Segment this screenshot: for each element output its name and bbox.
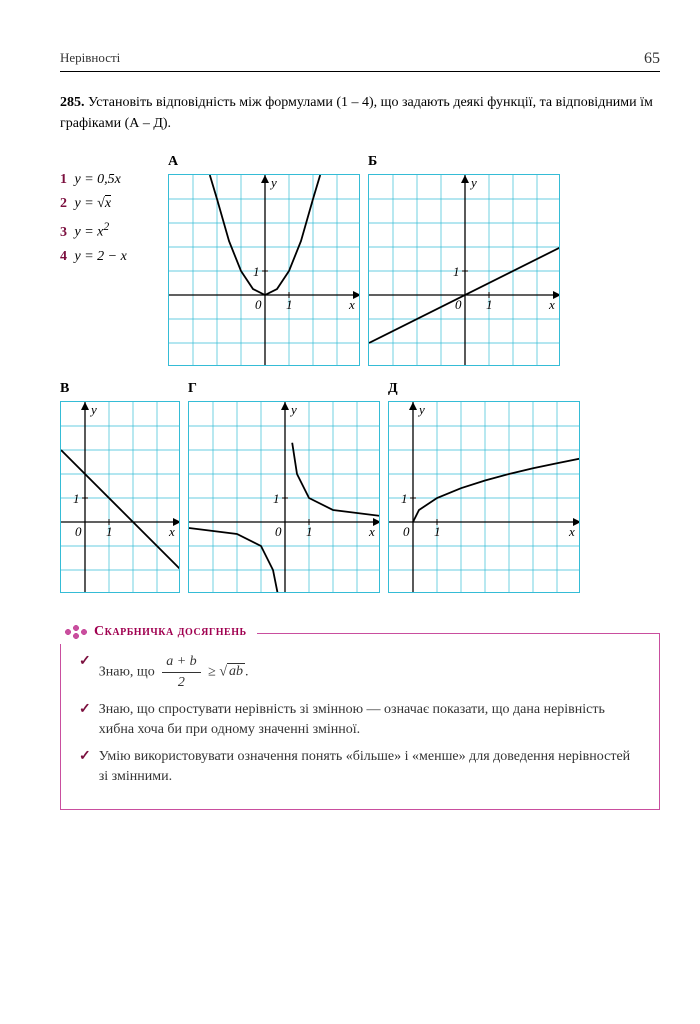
chart-B: Б 011xy — [368, 154, 560, 366]
svg-text:1: 1 — [253, 264, 260, 279]
problem-text: Установіть відповідність між формулами (… — [60, 95, 653, 131]
svg-text:0: 0 — [275, 524, 282, 539]
page-number: 65 — [644, 50, 660, 68]
chart-label-D: Д — [388, 381, 580, 397]
svg-text:1: 1 — [401, 491, 408, 506]
svg-text:1: 1 — [73, 491, 80, 506]
problem-number: 285. — [60, 95, 85, 110]
check-icon: ✓ — [79, 652, 91, 692]
chart-label-B: Б — [368, 154, 560, 170]
svg-text:0: 0 — [403, 524, 410, 539]
achievements-title: Скарбничка досягнень — [60, 620, 257, 644]
section-title: Нерівності — [60, 50, 120, 68]
svg-text:1: 1 — [273, 491, 280, 506]
svg-text:1: 1 — [434, 524, 441, 539]
achievement-item-3: ✓ Умію використовувати означення понять … — [79, 747, 641, 786]
svg-text:y: y — [469, 175, 477, 190]
check-icon: ✓ — [79, 747, 91, 786]
svg-text:y: y — [289, 402, 297, 417]
achievements-box: Скарбничка досягнень ✓ Знаю, що a + b2 ≥… — [60, 633, 660, 810]
svg-text:y: y — [89, 402, 97, 417]
svg-text:0: 0 — [75, 524, 82, 539]
chart-label-V: В — [60, 381, 180, 397]
problem-statement: 285. Установіть відповідність між формул… — [60, 92, 660, 134]
svg-text:0: 0 — [255, 297, 262, 312]
svg-text:1: 1 — [106, 524, 113, 539]
svg-text:x: x — [548, 297, 555, 312]
check-icon: ✓ — [79, 700, 91, 739]
svg-text:1: 1 — [486, 297, 493, 312]
chart-label-G: Г — [188, 381, 380, 397]
chart-label-A: А — [168, 154, 360, 170]
formula-list: 1 y = 0,5x2 y = √x3 y = x24 y = 2 − x — [60, 154, 160, 366]
svg-text:1: 1 — [453, 264, 460, 279]
chart-G: Г 0 1 1 x y — [188, 381, 380, 593]
chart-A: А 0 1 1 x y — [168, 154, 360, 366]
svg-text:1: 1 — [306, 524, 313, 539]
svg-text:x: x — [168, 524, 175, 539]
svg-text:y: y — [269, 175, 277, 190]
achievement-item-2: ✓ Знаю, що спростувати нерівність зі змі… — [79, 700, 641, 739]
svg-text:x: x — [368, 524, 375, 539]
chart-D: Д 0 1 1 x y — [388, 381, 580, 593]
svg-text:1: 1 — [286, 297, 293, 312]
svg-text:x: x — [348, 297, 355, 312]
svg-text:x: x — [568, 524, 575, 539]
chart-V: В 0 1 1 x y — [60, 381, 180, 593]
achievement-item-1: ✓ Знаю, що a + b2 ≥ √ab. — [79, 652, 641, 692]
svg-text:y: y — [417, 402, 425, 417]
